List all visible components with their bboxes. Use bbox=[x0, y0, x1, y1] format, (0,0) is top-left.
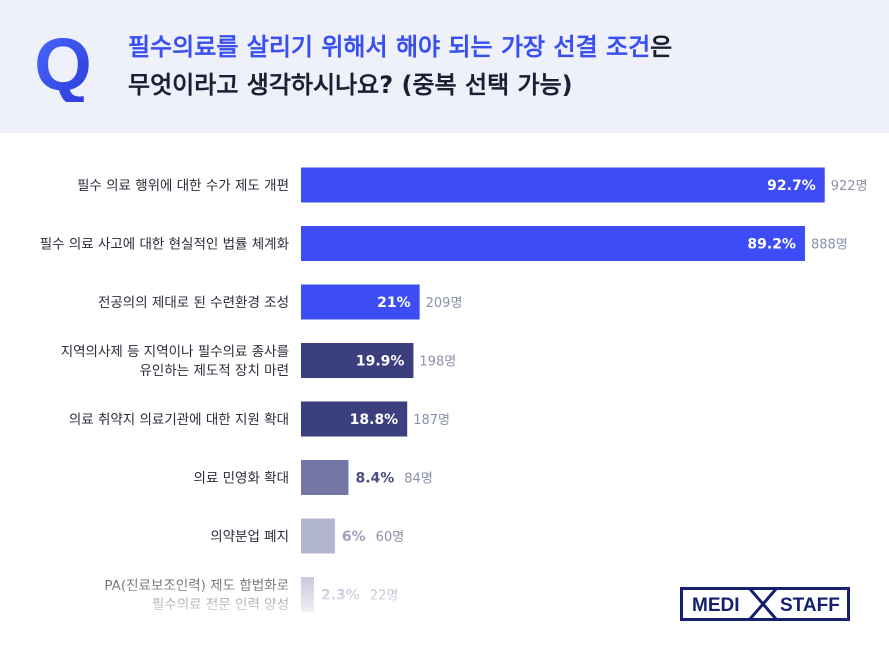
count-label: 187명 bbox=[413, 413, 450, 428]
logo-text-right: STAFF bbox=[780, 595, 840, 616]
question-title: 필수의료를 살리기 위해서 해야 되는 가장 선결 조건은 무엇이라고 생각하시… bbox=[128, 28, 868, 104]
count-label: 22명 bbox=[370, 589, 399, 604]
title-highlight: 필수의료를 살리기 위해서 해야 되는 가장 선결 조건 bbox=[128, 33, 651, 61]
count-label: 60명 bbox=[376, 530, 405, 545]
category-label-line: PA(진료보조인력) 제도 합법화로 bbox=[104, 578, 289, 594]
category-label: 필수 의료 행위에 대한 수가 제도 개편 bbox=[77, 178, 289, 194]
category-label-line: 필수 의료 사고에 대한 현실적인 법률 체계화 bbox=[40, 237, 289, 253]
medistaff-logo: MEDI STAFF bbox=[680, 587, 850, 621]
bar bbox=[301, 460, 349, 495]
bar-row: 필수 의료 행위에 대한 수가 제도 개편 92.7% 922명 bbox=[77, 167, 868, 203]
bar-row: 전공의의 제대로 된 수련환경 조성 21% 209명 bbox=[98, 284, 463, 320]
q-badge-letter: Q bbox=[34, 30, 92, 102]
category-label: 의료 민영화 확대 bbox=[193, 471, 289, 487]
bar bbox=[301, 577, 314, 612]
bar bbox=[301, 401, 408, 437]
category-label-line: 의료 취약지 의료기관에 대한 지원 확대 bbox=[69, 412, 289, 428]
value-label: 89.2% bbox=[747, 237, 796, 253]
title-suffix: 은 bbox=[650, 33, 673, 61]
category-label: 전공의의 제대로 된 수련환경 조성 bbox=[98, 295, 289, 311]
bar bbox=[301, 343, 414, 378]
bar bbox=[301, 518, 335, 554]
count-label: 888명 bbox=[811, 238, 848, 253]
bar bbox=[301, 226, 805, 261]
bar-row: 의약분업 폐지 6% 60명 bbox=[210, 518, 405, 554]
value-label: 19.9% bbox=[356, 354, 405, 370]
count-label: 84명 bbox=[404, 472, 433, 487]
count-label: 209명 bbox=[426, 296, 463, 311]
bar-row: 의료 취약지 의료기관에 대한 지원 확대 18.8% 187명 bbox=[69, 401, 450, 437]
bar-row: 필수 의료 사고에 대한 현실적인 법률 체계화 89.2% 888명 bbox=[40, 226, 848, 261]
bar-row: 의료 민영화 확대 8.4% 84명 bbox=[193, 460, 433, 495]
q-badge-icon: Q bbox=[34, 30, 92, 102]
value-label: 92.7% bbox=[767, 178, 816, 194]
logo-text-left: MEDI bbox=[692, 595, 740, 616]
category-label-line: 의료 민영화 확대 bbox=[193, 471, 289, 487]
question-header: Q 필수의료를 살리기 위해서 해야 되는 가장 선결 조건은 무엇이라고 생각… bbox=[0, 0, 889, 133]
category-label-line: 필수의료 전문 인력 양성 bbox=[152, 597, 289, 613]
count-label: 922명 bbox=[831, 179, 868, 194]
value-label: 21% bbox=[377, 295, 411, 311]
category-label-line: 전공의의 제대로 된 수련환경 조성 bbox=[98, 295, 289, 311]
category-label-line: 의약분업 폐지 bbox=[210, 529, 289, 545]
category-label-line: 유인하는 제도적 장치 마련 bbox=[140, 363, 290, 379]
category-label-line: 필수 의료 행위에 대한 수가 제도 개편 bbox=[77, 178, 289, 194]
value-label: 2.3% bbox=[321, 588, 360, 604]
bar bbox=[301, 284, 420, 320]
value-label: 18.8% bbox=[350, 412, 399, 428]
value-label: 8.4% bbox=[355, 471, 394, 487]
count-label: 198명 bbox=[419, 355, 456, 370]
category-label: 필수 의료 사고에 대한 현실적인 법률 체계화 bbox=[40, 237, 289, 253]
title-line-2: 무엇이라고 생각하시나요? (중복 선택 가능) bbox=[128, 71, 573, 99]
category-label-line: 지역의사제 등 지역이나 필수의료 종사를 bbox=[61, 344, 289, 360]
logo-cross-icon bbox=[748, 588, 778, 620]
category-label: 의료 취약지 의료기관에 대한 지원 확대 bbox=[69, 412, 289, 428]
bar bbox=[301, 167, 825, 203]
category-label: 의약분업 폐지 bbox=[210, 529, 289, 545]
value-label: 6% bbox=[342, 529, 366, 545]
